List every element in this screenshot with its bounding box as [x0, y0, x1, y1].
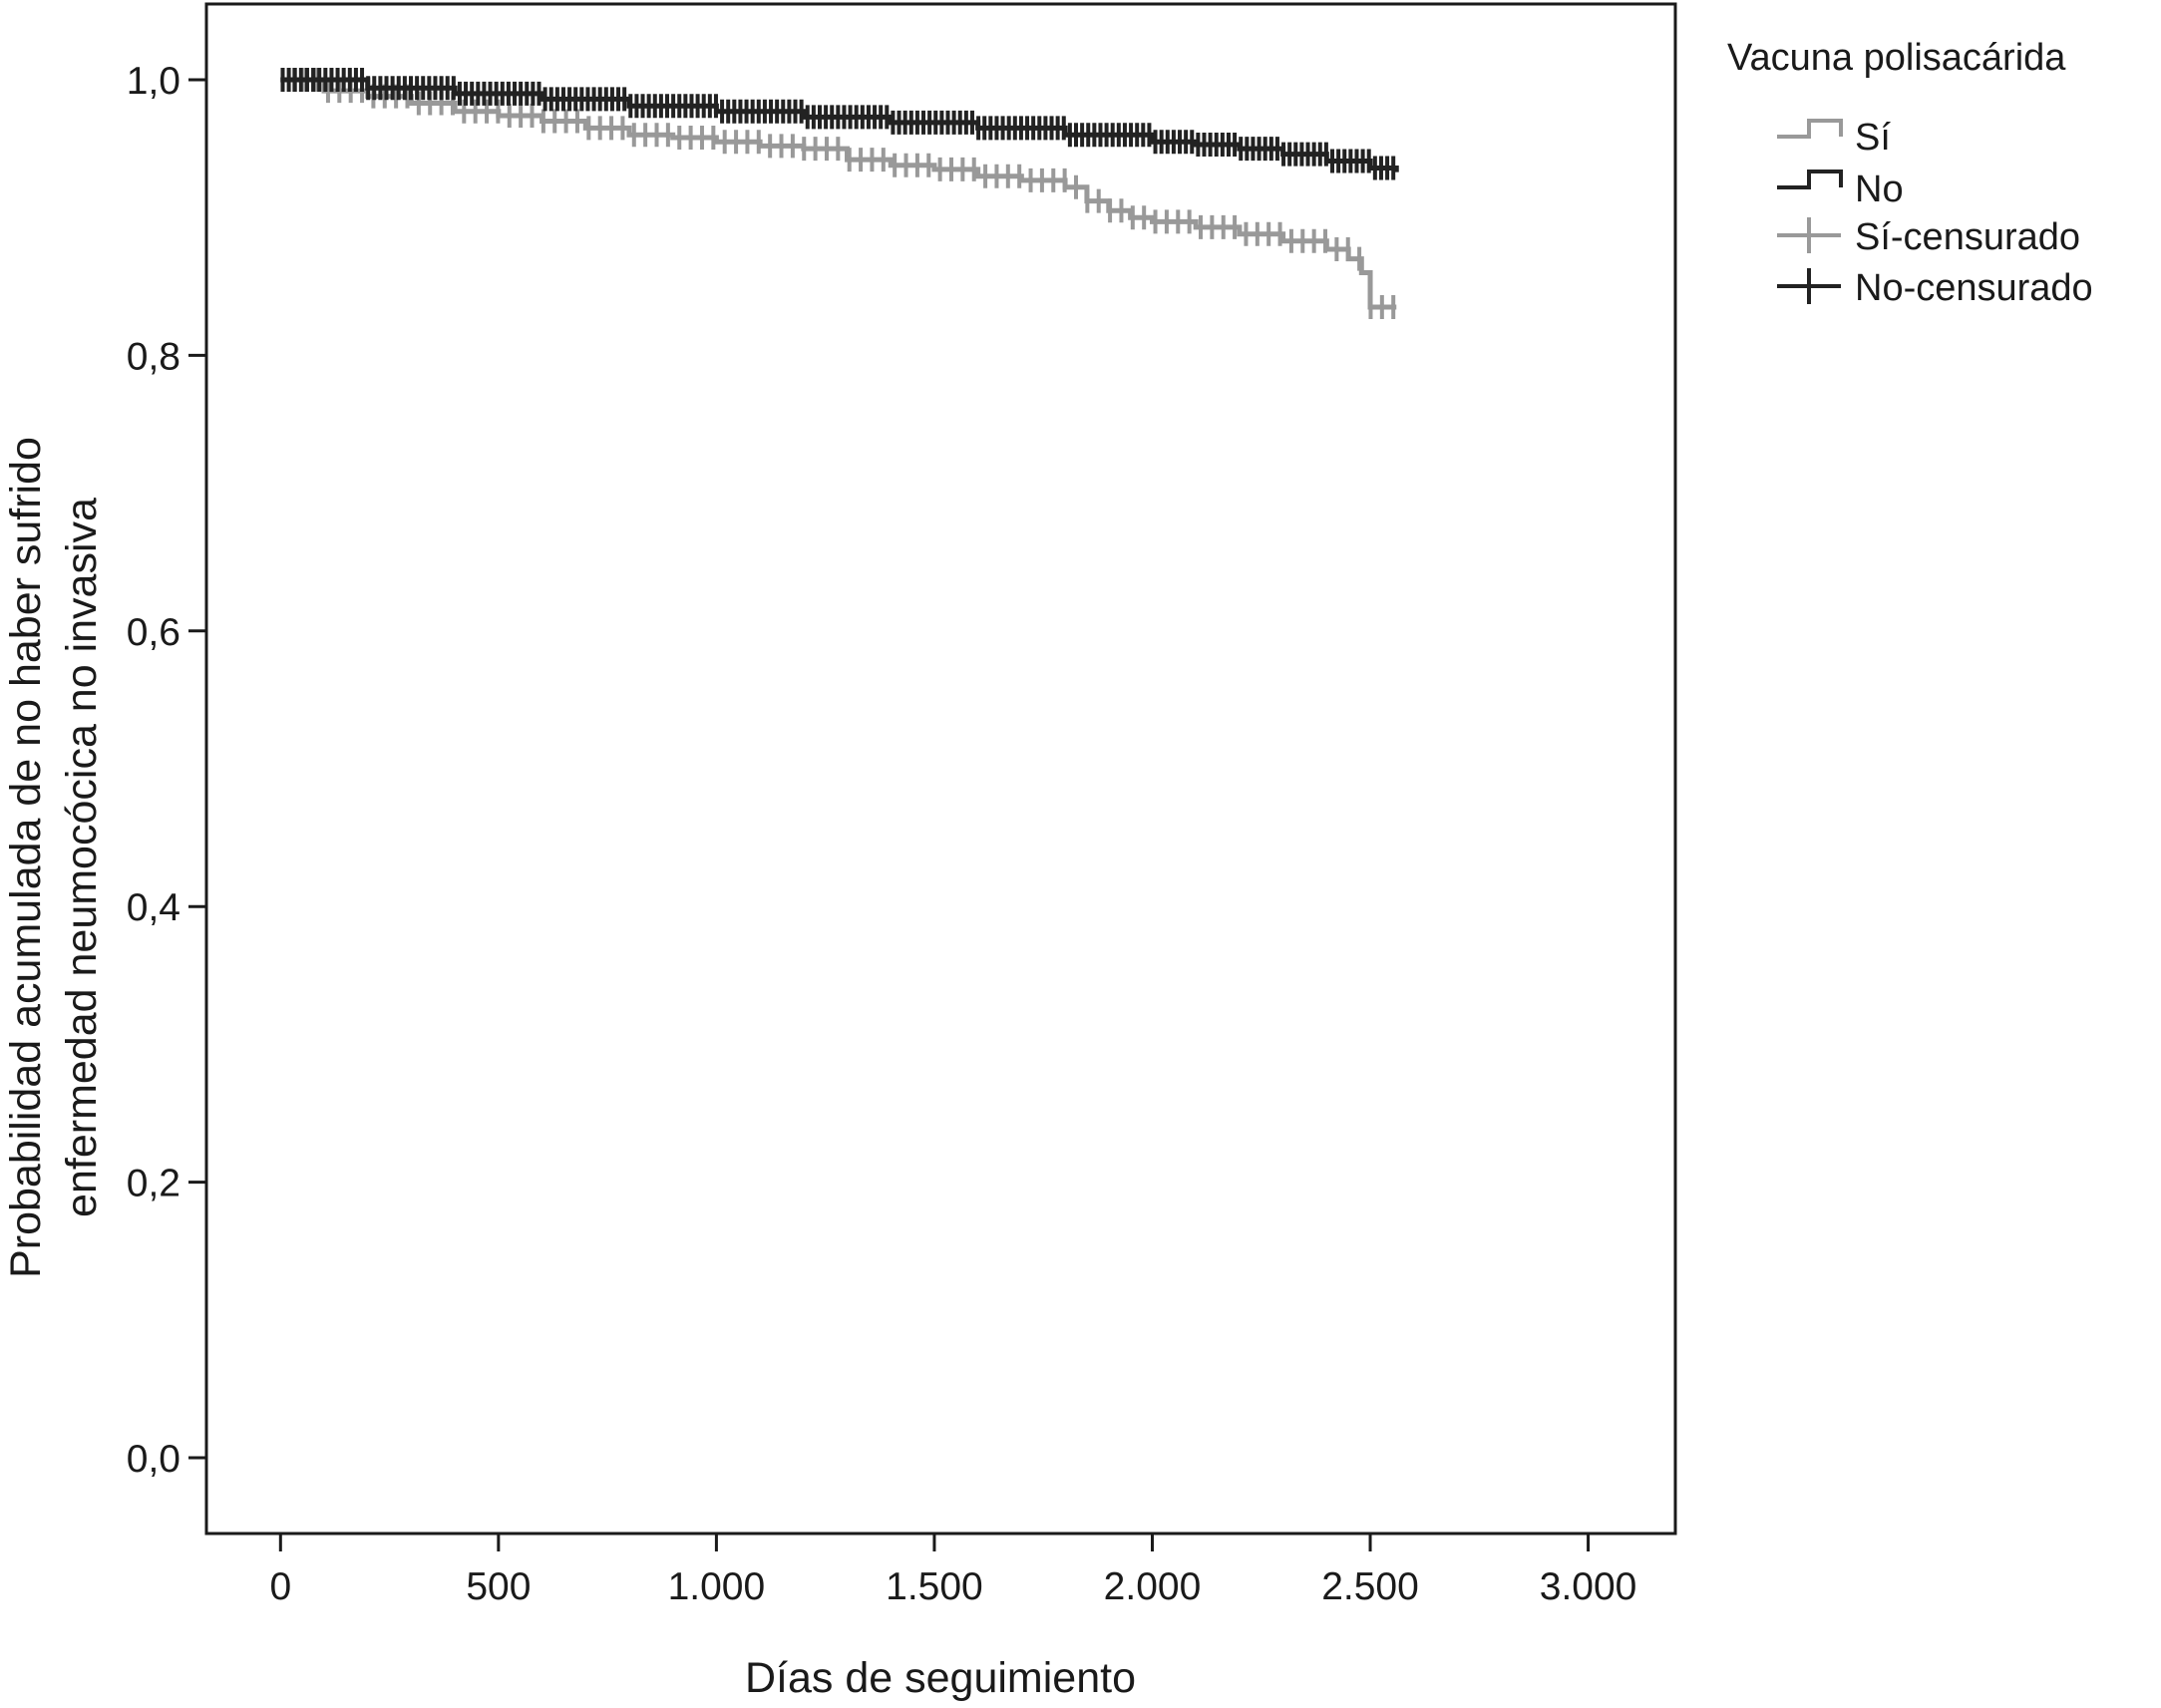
legend-entry-no: No: [1777, 169, 1904, 210]
y-tick-label: 0,6: [127, 611, 180, 654]
legend-label: No-censurado: [1855, 267, 2093, 309]
y-tick-label: 0,4: [127, 886, 180, 929]
legend: Vacuna polisacárida Sí No Sí-censurado N…: [1727, 37, 2093, 309]
x-axis-title: Días de seguimiento: [745, 1654, 1136, 1702]
series-layer: [280, 68, 1399, 320]
x-tick-label: 2.500: [1321, 1565, 1419, 1608]
y-axis-title-line-1: Probabilidad acumulada de no haber sufri…: [2, 437, 50, 1278]
legend-censor-swatch: [1777, 268, 1841, 304]
y-tick-label: 0,2: [127, 1163, 180, 1205]
legend-entry-si: Sí: [1777, 117, 1891, 159]
censor-marks-no: [280, 68, 1396, 180]
legend-step-swatch: [1777, 119, 1843, 139]
y-tick-label: 0,8: [127, 335, 180, 378]
x-tick-label: 1.500: [886, 1565, 983, 1608]
x-tick-label: 0: [269, 1565, 291, 1608]
y-tick-label: 0,0: [127, 1438, 180, 1481]
legend-entry-si-censurado: Sí-censurado: [1777, 216, 2080, 258]
legend-label: Sí-censurado: [1855, 216, 2080, 258]
legend-label: Sí: [1855, 117, 1891, 159]
x-tick-label: 500: [466, 1565, 531, 1608]
legend-title: Vacuna polisacárida: [1727, 37, 2066, 79]
legend-censor-swatch: [1777, 217, 1841, 253]
x-tick-label: 1.000: [668, 1565, 766, 1608]
legend-step-swatch: [1777, 170, 1843, 189]
x-tick-label: 3.000: [1540, 1565, 1637, 1608]
y-tick-label: 1,0: [127, 60, 180, 103]
y-axis: 0,0 0,2 0,4 0,6 0,8 1,0: [127, 60, 206, 1481]
legend-entry-no-censurado: No-censurado: [1777, 267, 2093, 309]
x-axis: 0 500 1.000 1.500 2.000 2.500 3.000: [269, 1534, 1636, 1608]
x-tick-label: 2.000: [1104, 1565, 1202, 1608]
legend-label: No: [1855, 169, 1904, 210]
y-axis-title-line-2: enfermedad neumocócica no invasiva: [58, 498, 106, 1217]
plot-frame: [204, 2, 1677, 1536]
